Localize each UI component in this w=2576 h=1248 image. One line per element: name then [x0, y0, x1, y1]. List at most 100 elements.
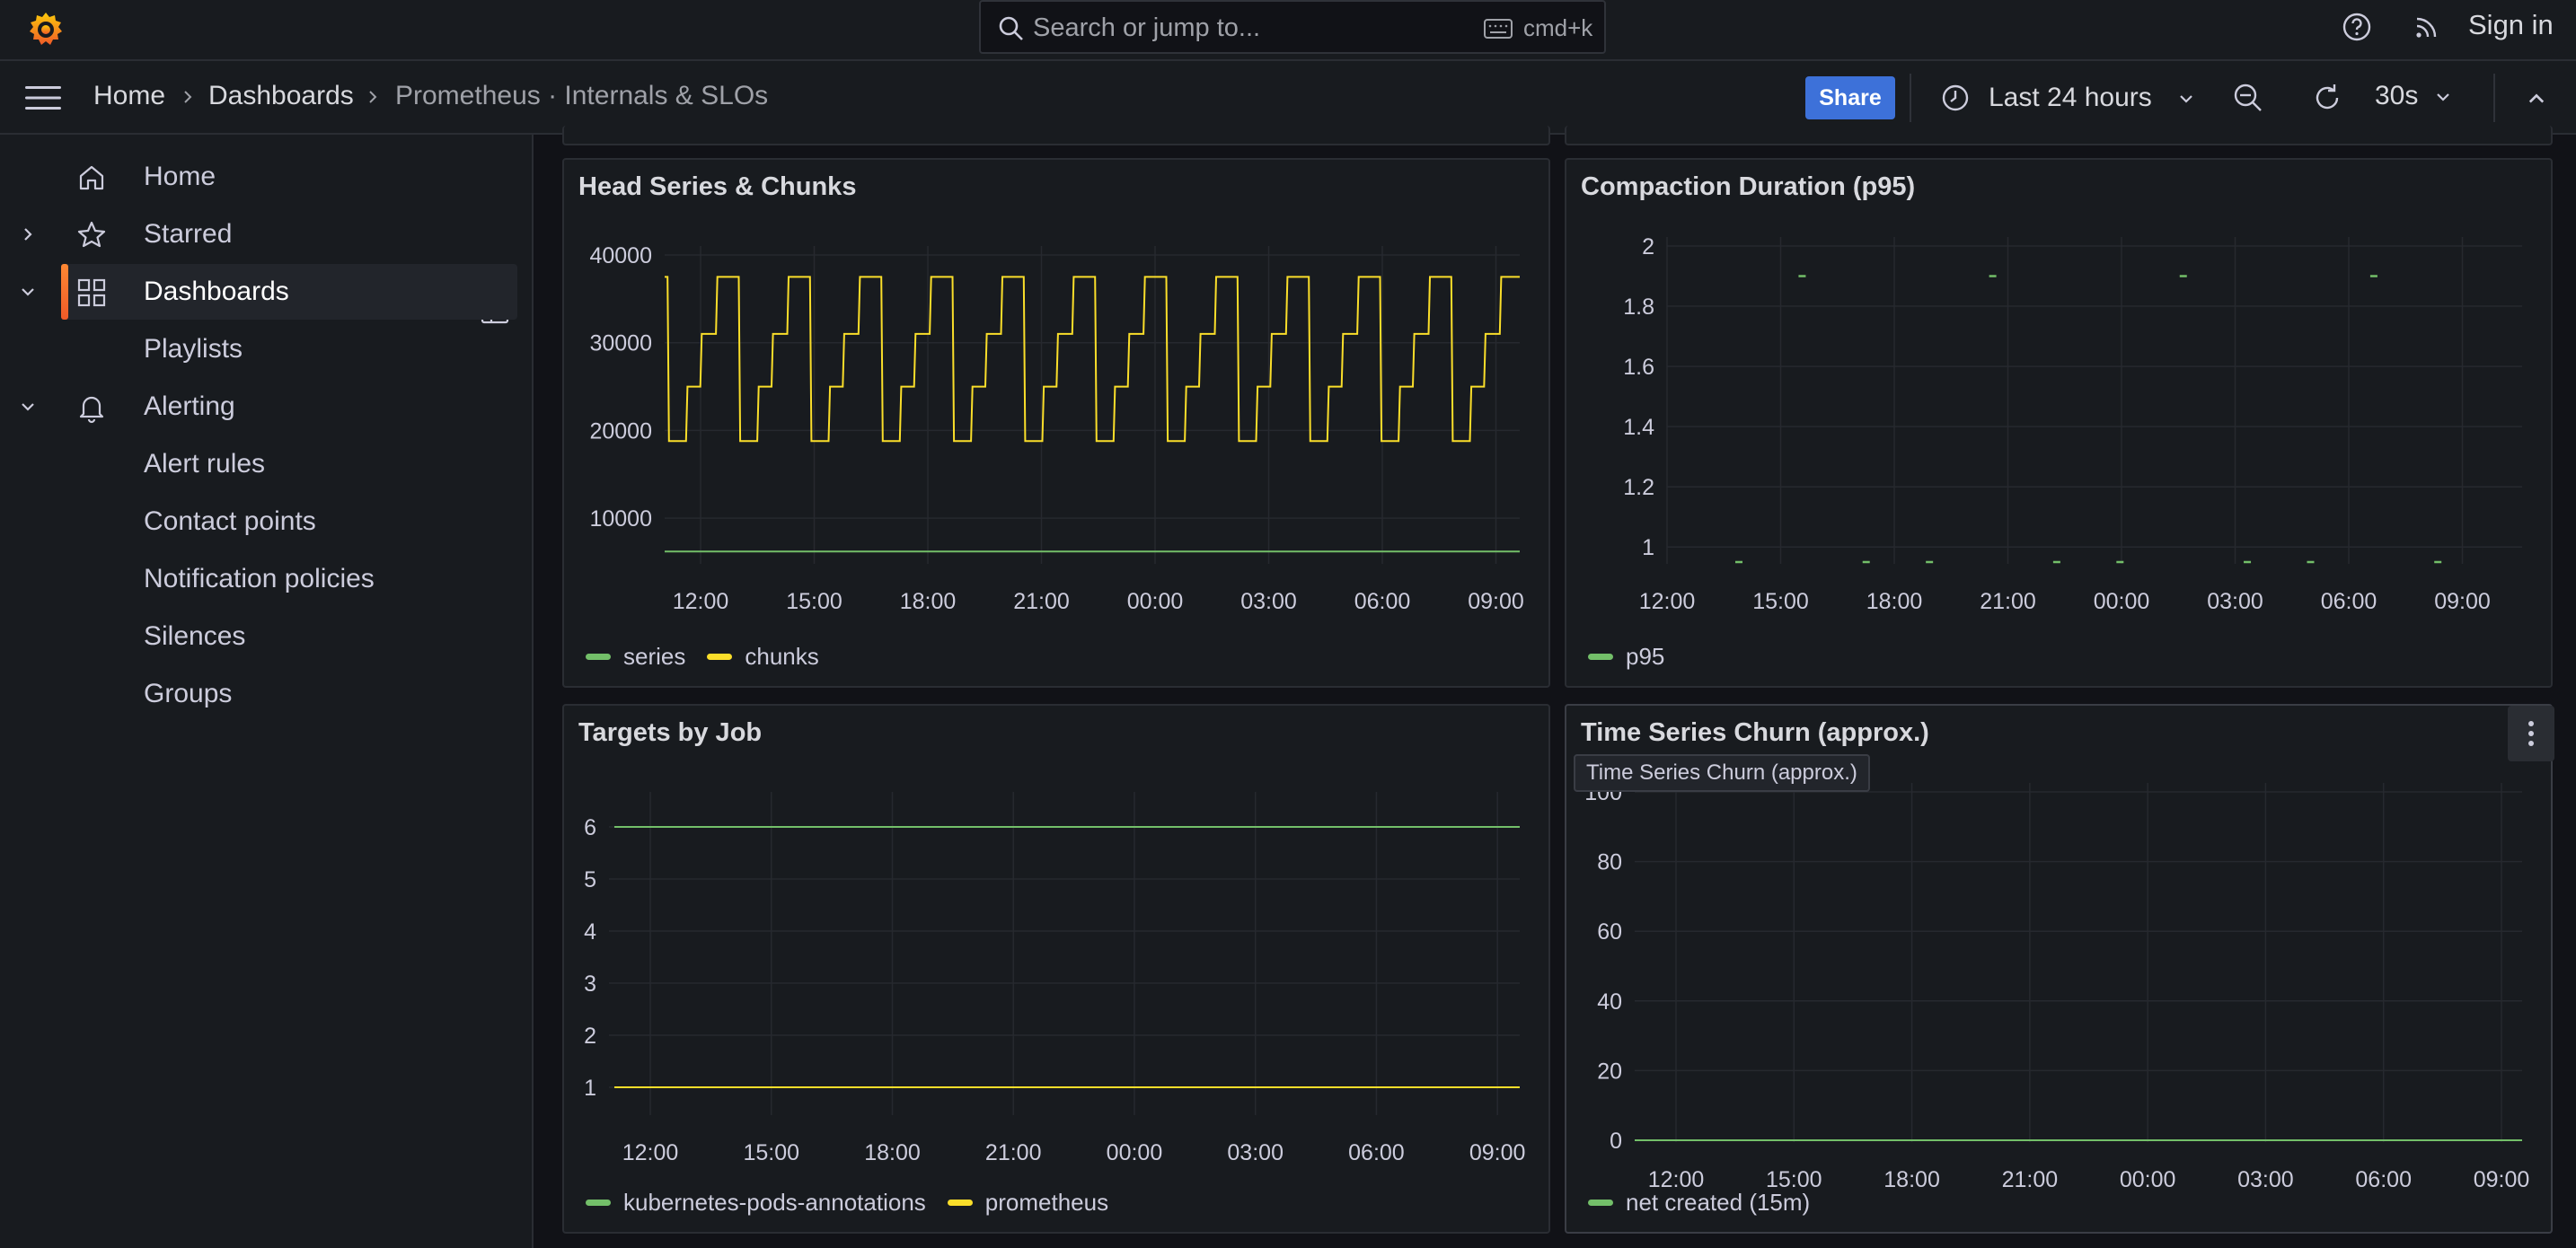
x-tick-label: 15:00 [1766, 1167, 1822, 1192]
y-tick-label: 1.4 [1623, 415, 1654, 440]
sidebar-item-label: Playlists [144, 334, 243, 364]
panel-head-series-chunks[interactable]: Head Series & Chunks 10000 20000 30000 4000… [562, 158, 1550, 688]
sidebar-item-label: Starred [144, 219, 233, 249]
sidebar-item-contact-points[interactable]: Contact points [0, 494, 534, 549]
chart-legend: series chunks [586, 643, 819, 671]
x-tick-label: 18:00 [1866, 589, 1923, 614]
y-tick-label: 40000 [589, 243, 652, 268]
refresh-interval-picker[interactable]: 30s [2375, 81, 2419, 110]
x-tick-label: 21:00 [985, 1140, 1042, 1165]
panel-title-tooltip: Time Series Churn (approx.) [1574, 754, 1870, 792]
menu-icon[interactable] [23, 83, 63, 113]
x-tick-label: 06:00 [1348, 1140, 1405, 1165]
x-tick-label: 09:00 [2474, 1167, 2530, 1192]
sidebar-item-alerting[interactable]: Alerting [0, 379, 534, 435]
dashboard-nav-bar: Home Dashboards Prometheus · Internals &… [0, 61, 2576, 135]
sidebar-item-dashboards[interactable]: Dashboards [0, 264, 534, 320]
sidebar-item-alert-rules[interactable]: Alert rules [0, 436, 534, 492]
breadcrumb-home[interactable]: Home [93, 81, 166, 110]
legend-item-series[interactable]: series [586, 643, 685, 671]
panel-title: Compaction Duration (p95) [1581, 172, 1916, 201]
y-tick-label: 20000 [589, 418, 652, 444]
sidebar-item-starred[interactable]: Starred [0, 207, 534, 262]
toolbar-divider [1910, 74, 1911, 122]
y-tick-label: 6 [584, 815, 596, 840]
y-tick-label: 1.6 [1623, 355, 1654, 380]
sidebar-item-label: Alerting [144, 391, 235, 421]
y-tick-label: 4 [584, 919, 596, 945]
breadcrumb-dashboards[interactable]: Dashboards [208, 81, 354, 110]
sign-in-link[interactable]: Sign in [2468, 9, 2554, 40]
x-tick-label: 12:00 [622, 1140, 679, 1165]
sidebar: Home Starred Dashboards Playlists Alerti… [0, 135, 534, 1248]
legend-item-prometheus[interactable]: prometheus [947, 1189, 1108, 1217]
panel-targets-by-job[interactable]: Targets by Job 1 2 3 4 5 6 12:00 15:00 18:00 21:0… [562, 704, 1550, 1234]
legend-item-net-created[interactable]: net created (15m) [1588, 1189, 1810, 1217]
x-tick-label: 12:00 [1648, 1167, 1705, 1192]
refresh-icon[interactable] [2310, 81, 2344, 115]
sidebar-item-playlists[interactable]: Playlists [0, 321, 534, 377]
share-button[interactable]: Share [1805, 76, 1895, 119]
x-tick-label: 09:00 [2434, 589, 2491, 614]
rss-icon[interactable] [2411, 11, 2443, 43]
x-tick-label: 00:00 [1107, 1140, 1163, 1165]
panel-time-series-churn[interactable]: Time Series Churn (approx.) 0 20 40 60 80 100… [1565, 704, 2553, 1234]
y-tick-label: 1 [1642, 535, 1654, 560]
x-tick-label: 18:00 [864, 1140, 921, 1165]
panel-compaction-duration[interactable]: Compaction Duration (p95) 1 1.2 1.4 1.6 1.8 2… [1565, 158, 2553, 688]
chevron-down-icon[interactable] [2434, 88, 2452, 106]
sidebar-item-home[interactable]: Home [0, 149, 534, 205]
help-icon[interactable] [2341, 11, 2373, 43]
x-tick-label: 12:00 [1639, 589, 1696, 614]
chevron-down-icon[interactable] [18, 397, 38, 417]
sidebar-item-label: Notification policies [144, 564, 375, 593]
y-tick-label: 2 [1642, 234, 1654, 259]
breadcrumb-current-dashboard[interactable]: Prometheus · Internals & SLOs [395, 81, 769, 110]
home-icon [79, 165, 104, 190]
zoom-out-icon[interactable] [2231, 81, 2265, 115]
search-icon [999, 16, 1023, 40]
x-tick-label: 09:00 [1469, 1140, 1526, 1165]
y-tick-label: 60 [1597, 919, 1622, 945]
x-tick-label: 03:00 [2207, 589, 2263, 614]
x-tick-label: 21:00 [1980, 589, 2036, 614]
y-tick-label: 1.2 [1623, 475, 1654, 500]
x-tick-label: 06:00 [2355, 1167, 2412, 1192]
legend-item-p95[interactable]: p95 [1588, 643, 1664, 671]
chevron-right-icon[interactable] [18, 224, 38, 244]
top-bar: Search or jump to... cmd+k Sign in [0, 0, 2576, 61]
sidebar-item-label: Groups [144, 679, 233, 708]
active-item-background [63, 264, 517, 320]
panel-menu-button[interactable] [2508, 706, 2554, 761]
x-tick-label: 06:00 [1354, 589, 1411, 614]
chart-legend: net created (15m) [1588, 1189, 1810, 1217]
collapse-header-icon[interactable] [2526, 88, 2547, 110]
search-placeholder: Search or jump to... [1033, 13, 1261, 42]
time-range-label: Last 24 hours [1989, 83, 2152, 112]
legend-item-kubernetes-pods-annotations[interactable]: kubernetes-pods-annotations [586, 1189, 926, 1217]
x-tick-label: 15:00 [786, 589, 842, 614]
y-tick-label: 2 [584, 1024, 596, 1049]
sidebar-item-groups[interactable]: Groups [0, 666, 534, 722]
x-tick-label: 03:00 [2237, 1167, 2294, 1192]
chart-compaction-duration: 1 1.2 1.4 1.6 1.8 2 12:00 15:00 18:00 21:00 00:00 0… [1623, 234, 2522, 614]
sidebar-item-notification-policies[interactable]: Notification policies [0, 551, 534, 607]
series-line-chunks [665, 276, 1520, 443]
sidebar-item-label: Dashboards [144, 277, 289, 306]
search-bar[interactable]: Search or jump to... cmd+k [979, 0, 1606, 54]
x-tick-label: 00:00 [2094, 589, 2150, 614]
grafana-logo-icon[interactable] [25, 9, 66, 50]
legend-item-chunks[interactable]: chunks [707, 643, 819, 671]
chevron-down-icon[interactable] [18, 282, 38, 302]
x-tick-label: 15:00 [743, 1140, 799, 1165]
x-tick-label: 21:00 [1013, 589, 1070, 614]
chart-legend: kubernetes-pods-annotations prometheus [586, 1189, 1108, 1217]
sidebar-item-silences[interactable]: Silences [0, 609, 534, 664]
active-item-indicator [61, 264, 68, 320]
bell-icon [79, 396, 104, 424]
panel-title: Head Series & Chunks [578, 172, 857, 201]
panel-title: Time Series Churn (approx.) [1581, 718, 1929, 747]
chevron-right-icon [369, 91, 377, 103]
x-tick-label: 03:00 [1240, 589, 1297, 614]
